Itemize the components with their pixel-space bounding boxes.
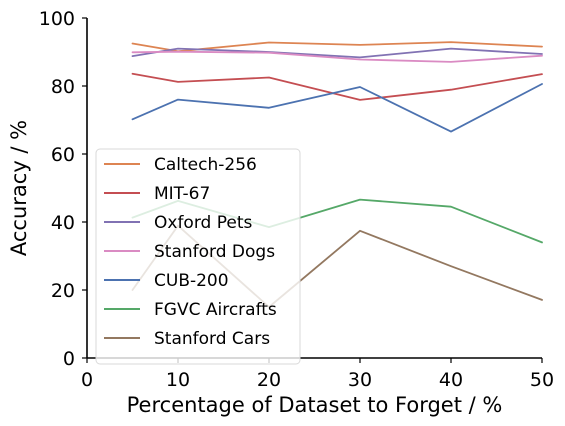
- x-tick-label: 50: [530, 369, 554, 391]
- legend-label: Stanford Cars: [154, 329, 270, 349]
- y-tick-label: 60: [51, 144, 75, 166]
- x-tick-label: 20: [257, 369, 281, 391]
- y-tick-label: 80: [51, 76, 75, 98]
- series-line-mit-67: [131, 72, 543, 101]
- x-axis-label: Percentage of Dataset to Forget / %: [127, 393, 503, 417]
- series-line-stanford-dogs: [131, 50, 543, 63]
- series-line-cub-200: [131, 83, 543, 133]
- legend-label: Oxford Pets: [154, 213, 252, 233]
- legend-label: Stanford Dogs: [154, 242, 275, 262]
- x-tick-label: 0: [81, 369, 93, 391]
- legend-label: Caltech-256: [154, 155, 257, 175]
- x-tick-label: 30: [348, 369, 372, 391]
- legend-box: [95, 148, 301, 365]
- y-tick-label: 40: [51, 212, 75, 234]
- legend-label: FGVC Aircrafts: [154, 300, 277, 320]
- x-tick-label: 40: [439, 369, 463, 391]
- x-tick-label: 10: [166, 369, 190, 391]
- y-tick-label: 100: [39, 8, 75, 30]
- y-tick-label: 20: [51, 280, 75, 302]
- ticks-layer: 0 10 20 30 40 50 0 20 40 60 80 100: [39, 8, 554, 391]
- series-line-oxford-pets: [131, 47, 543, 59]
- legend: Caltech-256 MIT-67 Oxford Pets Stanford Dog…: [95, 148, 301, 365]
- y-tick-label: 0: [63, 348, 75, 370]
- legend-label: MIT-67: [154, 184, 210, 204]
- y-axis-label: Accuracy / %: [7, 120, 31, 256]
- legend-label: CUB-200: [154, 271, 229, 291]
